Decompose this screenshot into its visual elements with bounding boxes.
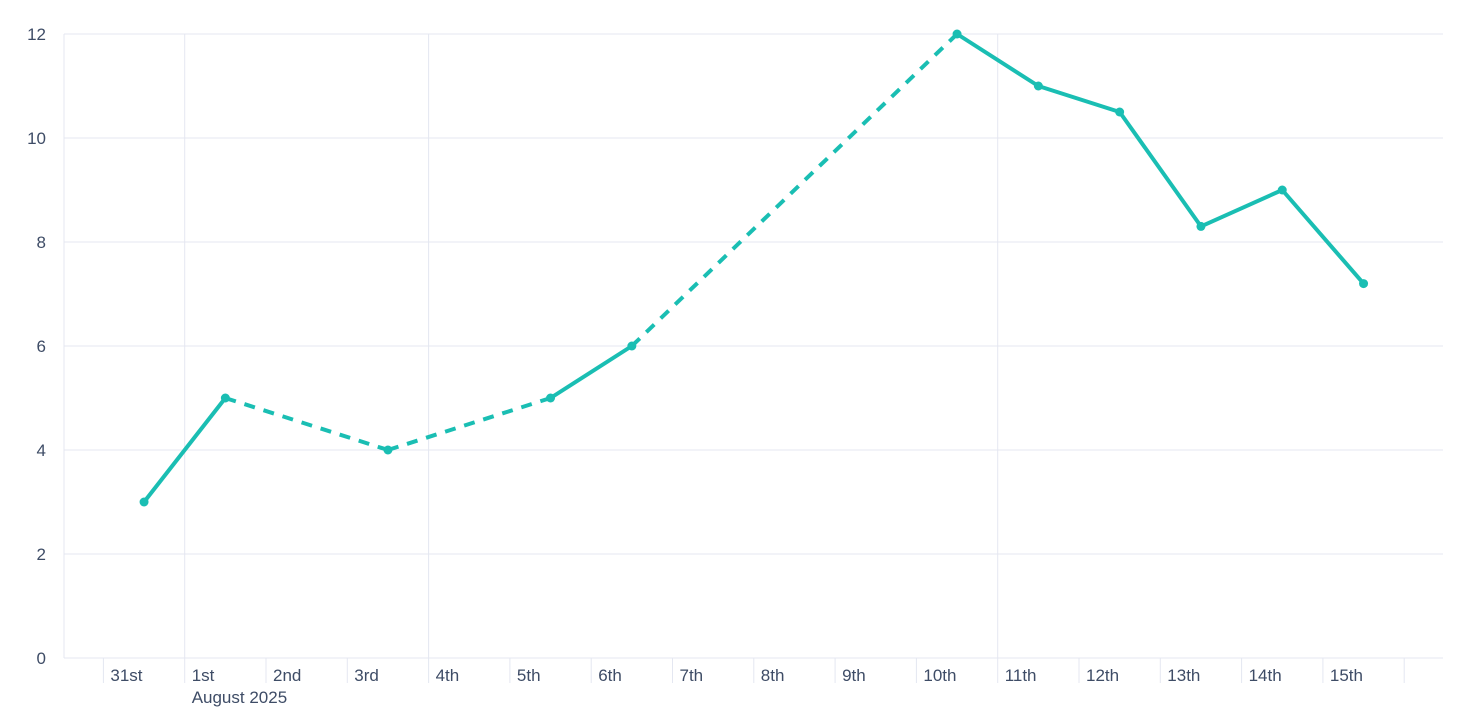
data-point-marker[interactable] [1277,185,1287,195]
x-axis-tick-label: 11th [1005,666,1037,685]
series-segment-solid [1036,84,1122,114]
x-axis-tick-label: 14th [1249,666,1282,685]
x-axis-tick-label: 1st [192,666,215,685]
x-axis-tick-label: 5th [517,666,541,685]
series-segment-solid [955,32,1041,88]
y-axis-tick-label: 10 [27,129,46,148]
data-point-marker[interactable] [627,341,637,351]
data-point-marker[interactable] [220,393,230,403]
y-axis-tick-label: 12 [27,25,46,44]
y-axis-tick-label: 4 [37,441,46,460]
data-point-marker[interactable] [1115,107,1125,117]
series-segment-dashed [224,396,389,452]
y-axis-tick-label: 6 [37,337,46,356]
data-point-marker[interactable] [952,29,962,39]
x-axis-tick-label: 4th [436,666,460,685]
series-segment-solid [1117,110,1203,229]
data-point-marker[interactable] [546,393,556,403]
x-axis-tick-label: 10th [923,666,956,685]
x-axis-tick-label: 3rd [354,666,379,685]
series-segment-dashed [387,396,552,452]
data-point-marker[interactable] [139,497,149,507]
y-axis-tick-label: 0 [37,649,46,668]
y-axis-tick-label: 2 [37,545,46,564]
x-axis-tick-label: 8th [761,666,785,685]
series-segment-solid [1280,188,1366,286]
data-point-marker[interactable] [383,445,393,455]
data-point-marker[interactable] [1033,81,1043,91]
series-segment-solid [142,396,228,504]
x-axis-tick-label: 9th [842,666,866,685]
data-point-marker[interactable] [1359,279,1369,289]
x-axis-tick-label: 31st [110,666,142,685]
series-segment-dashed [630,32,959,348]
series-segment-solid [1198,188,1285,229]
x-axis-month-label: August 2025 [192,688,287,707]
y-axis-tick-label: 8 [37,233,46,252]
x-axis-tick-label: 6th [598,666,622,685]
x-axis-tick-label: 15th [1330,666,1363,685]
series-segment-solid [548,344,634,400]
x-axis-tick-label: 7th [680,666,704,685]
data-point-marker[interactable] [1196,221,1206,231]
x-axis-tick-label: 13th [1167,666,1200,685]
x-axis-tick-label: 2nd [273,666,301,685]
x-axis-tick-label: 12th [1086,666,1119,685]
